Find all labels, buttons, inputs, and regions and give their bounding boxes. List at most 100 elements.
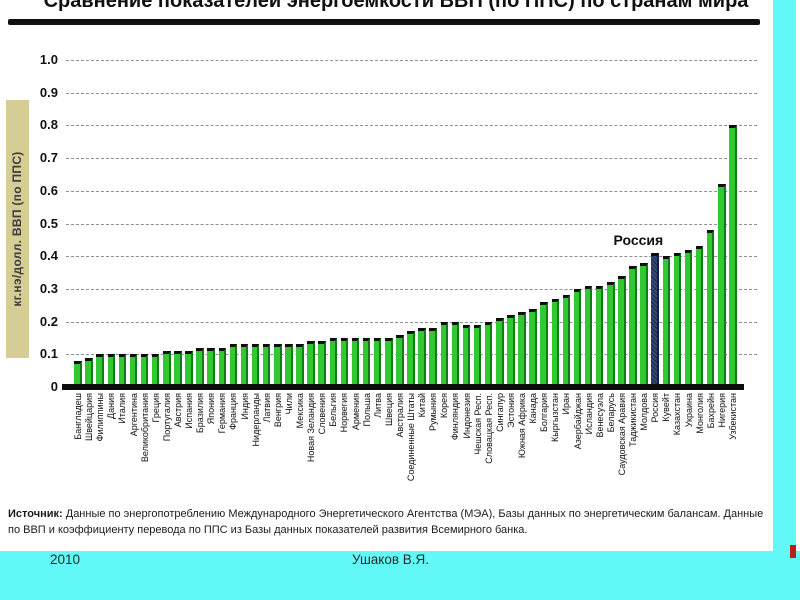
gridline: [66, 223, 757, 225]
bar: [296, 344, 304, 387]
x-axis-label: Иран: [561, 393, 572, 415]
x-axis-label: Азербайджан: [572, 393, 583, 450]
bar: [385, 337, 393, 387]
bar: [185, 351, 193, 387]
bar: [196, 347, 204, 387]
x-axis-label: Польша: [361, 393, 372, 427]
bar: [473, 324, 482, 387]
gridline: [66, 288, 757, 290]
bar: [451, 321, 460, 387]
bar: [151, 354, 160, 387]
bar: [396, 334, 404, 387]
bar: [285, 344, 293, 387]
x-axis-label: Венесуэла: [594, 393, 605, 438]
bar: [74, 360, 82, 387]
bar: [618, 275, 626, 387]
bar: [418, 328, 426, 387]
footer-author: Ушаков В.Я.: [352, 552, 430, 567]
bar: [207, 347, 215, 387]
gridline: [66, 60, 757, 61]
x-axis-label: Португалия: [161, 393, 172, 442]
bar: [107, 354, 116, 387]
x-axis-label: Беларусь: [605, 393, 616, 433]
gridline: [66, 92, 757, 94]
bar: [129, 354, 138, 387]
bar: [329, 337, 338, 387]
bar: [629, 266, 637, 387]
x-axis-label: Греция: [150, 393, 161, 423]
y-tick-label: 0.2: [39, 313, 58, 329]
bar: [640, 262, 648, 387]
bar-highlight: [651, 252, 659, 387]
russia-annotation: Россия: [613, 231, 664, 248]
x-axis-label: Армения: [350, 393, 361, 431]
bar: [673, 252, 682, 387]
x-axis-label: Казахстан: [672, 393, 683, 436]
bottom-border-strip: [0, 551, 800, 600]
bar: [718, 184, 726, 387]
bar: [607, 282, 615, 387]
bar: [462, 324, 471, 387]
bar: [529, 308, 537, 387]
bar: [140, 354, 149, 387]
bar: [318, 341, 326, 387]
y-axis-label: кг.нэ/долл. ВВП (по ППС): [6, 100, 29, 358]
x-axis-line: [62, 384, 744, 390]
gridline: [66, 256, 757, 258]
x-axis-label: Монголия: [694, 393, 705, 434]
bar: [85, 357, 93, 387]
bar: [262, 344, 271, 387]
bar: [551, 298, 560, 387]
bar: [695, 246, 704, 387]
source-note: Источник: Данные по энергопотреблению Ме…: [8, 506, 766, 538]
x-axis-label: Франция: [228, 393, 239, 430]
bar: [573, 288, 582, 387]
bar: [706, 230, 715, 387]
right-border-strip: [773, 0, 796, 600]
x-axis-label: Индия: [239, 393, 250, 420]
bar: [96, 354, 104, 387]
x-axis-label: Узбекистан: [727, 393, 738, 440]
bar: [518, 311, 526, 387]
x-axis-label: Украина: [683, 393, 694, 428]
bar: [351, 337, 360, 387]
y-tick-label: 1.0: [39, 52, 58, 67]
gridline: [66, 190, 757, 192]
title-underline: [8, 19, 760, 25]
bar: [307, 341, 315, 387]
x-axis-label: Литва: [372, 393, 383, 418]
bar: [440, 321, 449, 387]
gridline: [66, 158, 757, 160]
x-axis-label: Финляндия: [450, 393, 461, 441]
bar: [118, 354, 127, 387]
bar: [507, 315, 515, 387]
bar: [218, 347, 227, 387]
gridline: [66, 125, 757, 127]
x-axis-label: Швеция: [383, 393, 394, 426]
bar: [562, 295, 571, 387]
bar: [373, 337, 382, 387]
bar: [484, 321, 493, 387]
x-axis-label: Чешская Респ.: [472, 393, 483, 455]
bar: [240, 344, 249, 387]
bar: [729, 125, 737, 387]
chart-title: Сравнение показателей энергоемкости ВВП …: [43, 0, 749, 12]
bar: [163, 351, 171, 387]
source-label: Источник:: [8, 508, 63, 520]
x-axis-label: Норвегия: [339, 393, 350, 433]
gridline: [66, 321, 757, 323]
y-tick-label: 0.9: [39, 84, 58, 100]
x-axis-label: Словацкая Респ.: [483, 393, 494, 464]
bar: [340, 337, 349, 387]
y-tick-label: 0.8: [39, 117, 58, 133]
x-axis-label: Исландия: [583, 393, 594, 435]
bar: [595, 285, 604, 387]
bar: [407, 331, 415, 387]
x-axis-label: Венгрия: [272, 393, 283, 428]
bar: [540, 301, 548, 387]
x-axis-label: Бахрейн: [705, 393, 716, 429]
bar: [362, 337, 371, 387]
bar: [584, 285, 593, 387]
